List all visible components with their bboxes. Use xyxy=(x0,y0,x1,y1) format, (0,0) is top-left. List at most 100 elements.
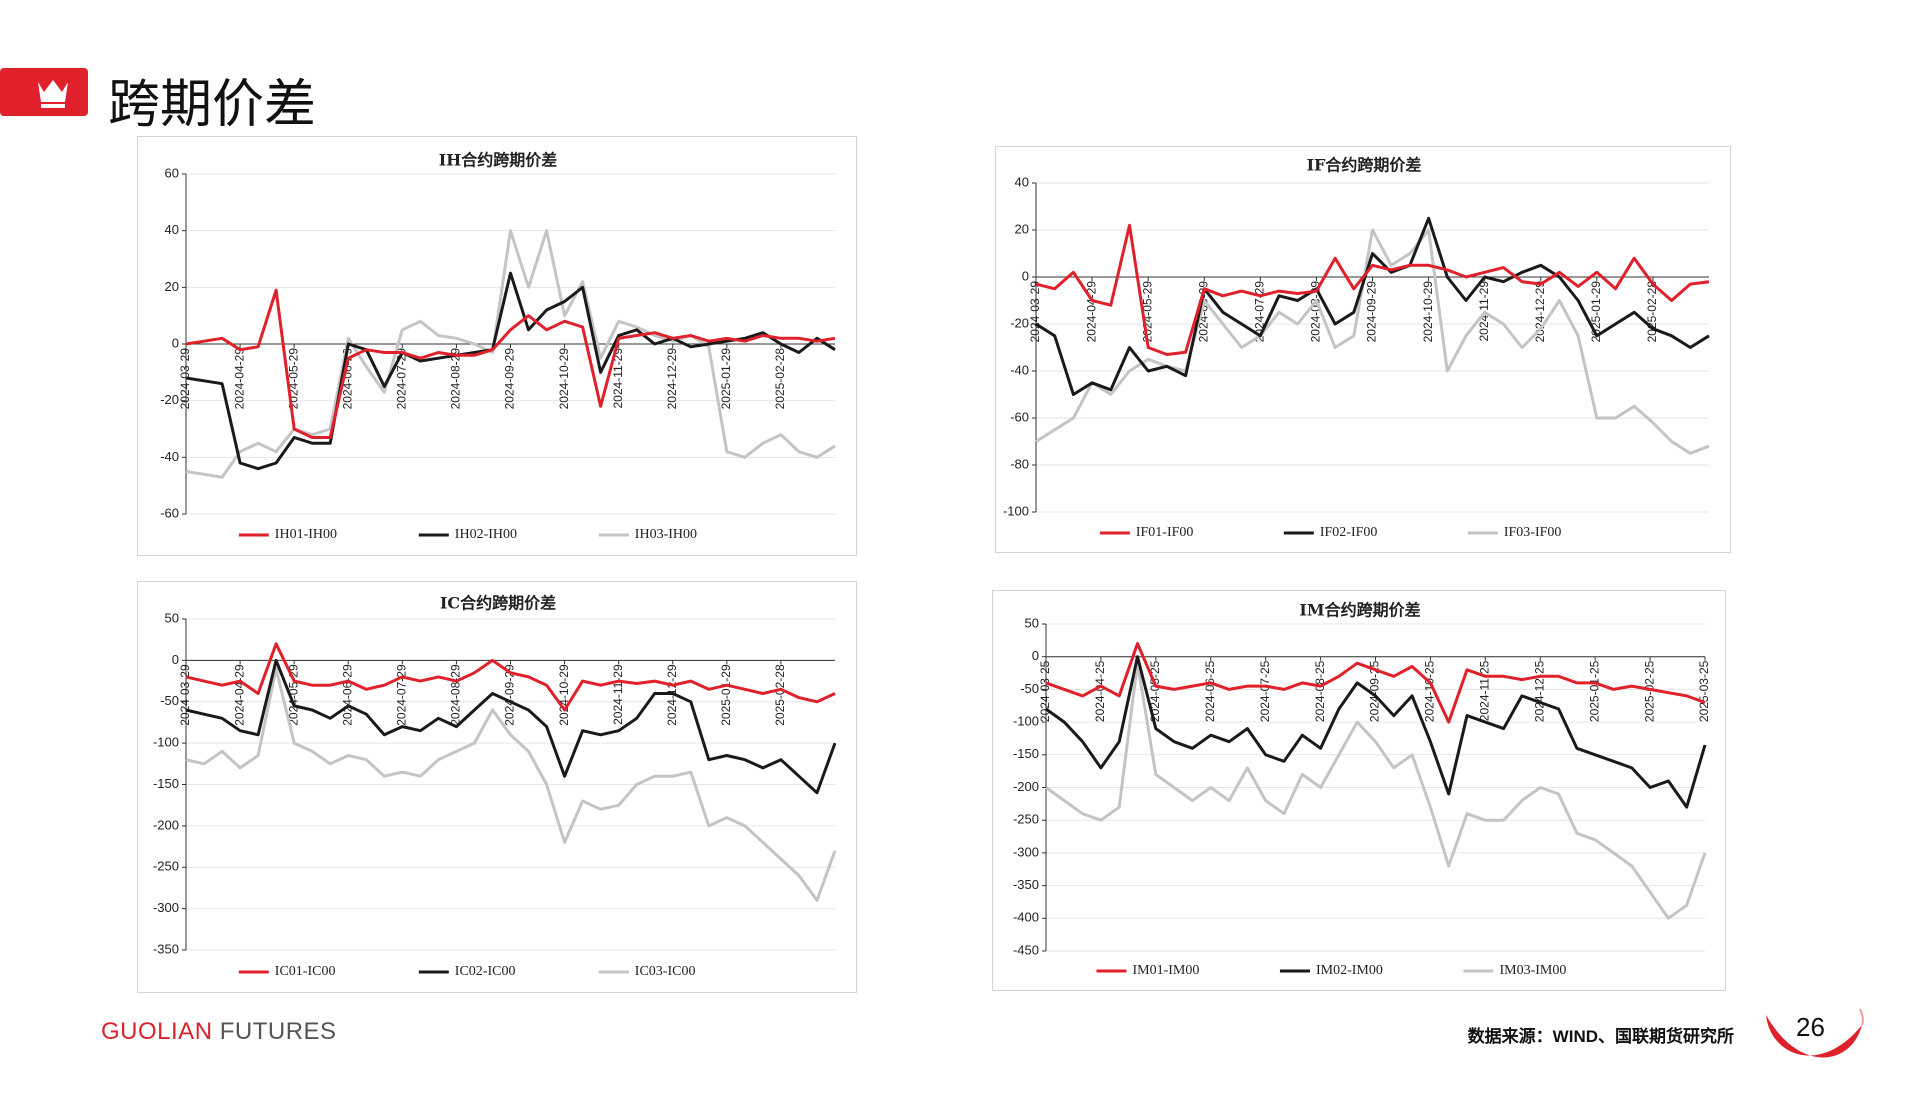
y-tick-label: -300 xyxy=(1013,844,1039,859)
legend-label: IH01-IH00 xyxy=(275,527,337,542)
legend-label: IM01-IM00 xyxy=(1132,963,1199,978)
series-line xyxy=(1035,228,1710,455)
x-tick-label: 2024-08-25 xyxy=(1313,660,1327,722)
x-tick-label: 2024-03-29 xyxy=(1028,281,1042,343)
y-tick-label: -20 xyxy=(160,392,179,407)
data-source: 数据来源：WIND、国联期货研究所 xyxy=(1467,1027,1734,1046)
series-line xyxy=(185,271,836,471)
x-tick-label: 2024-09-29 xyxy=(1365,281,1379,343)
chart-title: IM合约跨期价差 xyxy=(1299,601,1420,620)
x-tick-label: 2025-02-28 xyxy=(773,348,787,410)
x-tick-label: 2024-12-29 xyxy=(665,348,679,410)
y-tick-label: -50 xyxy=(160,693,179,708)
y-tick-label: 0 xyxy=(1022,268,1029,283)
series-line xyxy=(1045,642,1706,724)
y-tick-label: 20 xyxy=(1015,221,1029,236)
x-tick-label: 2024-05-29 xyxy=(286,664,300,726)
x-tick-label: 2024-09-29 xyxy=(503,664,517,726)
x-tick-label: 2025-02-28 xyxy=(773,664,787,726)
legend-label: IH03-IH00 xyxy=(635,527,697,542)
y-tick-label: -40 xyxy=(1010,362,1029,377)
x-tick-label: 2024-11-29 xyxy=(611,348,625,409)
legend-label: IF03-IF00 xyxy=(1504,525,1562,540)
header-tab xyxy=(0,68,88,116)
legend-label: IC03-IC00 xyxy=(635,964,696,979)
chart-ic: IC合约跨期价差 -350 -300 -250 -200 -150 -100 -50 0 50 20… xyxy=(137,581,857,993)
y-tick-label: -80 xyxy=(1010,456,1029,471)
x-tick-label: 2024-06-29 xyxy=(1196,281,1210,343)
legend-label: IM03-IM00 xyxy=(1499,963,1566,978)
y-tick-label: -100 xyxy=(1003,503,1029,518)
x-tick-label: 2024-07-25 xyxy=(1258,660,1272,722)
y-tick-label: -60 xyxy=(160,505,179,520)
page-number: 26 xyxy=(1796,1012,1825,1042)
series-line xyxy=(1045,655,1707,809)
y-tick-label: -250 xyxy=(1013,812,1039,827)
y-tick-label: 40 xyxy=(1015,174,1029,189)
series-line xyxy=(185,667,837,902)
x-tick-label: 2024-11-25 xyxy=(1478,660,1492,721)
legend-label: IF02-IF00 xyxy=(1320,525,1378,540)
y-tick-label: -20 xyxy=(1010,315,1029,330)
chart-ih: IH合约跨期价差 -60 -40 -20 0 20 40 60 2024-03-29 2024-0… xyxy=(137,136,857,556)
y-tick-label: 50 xyxy=(1025,615,1039,630)
y-tick-label: 60 xyxy=(165,165,179,180)
x-tick-label: 2025-03-25 xyxy=(1697,660,1711,722)
chart-title: IH合约跨期价差 xyxy=(439,151,558,170)
series-line xyxy=(1035,223,1710,356)
y-tick-label: -50 xyxy=(1020,681,1039,696)
x-tick-label: 2024-10-29 xyxy=(1421,281,1435,343)
brand-suffix: FUTURES xyxy=(219,1018,337,1045)
x-tick-label: 2024-06-29 xyxy=(340,664,354,726)
y-tick-label: 20 xyxy=(165,279,179,294)
y-tick-label: 0 xyxy=(172,652,179,667)
series-line xyxy=(185,288,836,439)
series-line xyxy=(185,642,836,712)
legend-label: IH02-IH00 xyxy=(455,527,517,542)
page-badge xyxy=(1766,1008,1864,1058)
x-tick-label: 2024-09-25 xyxy=(1368,660,1382,722)
x-tick-label: 2024-10-29 xyxy=(557,664,571,726)
chart-if: IF合约跨期价差 -100 -80 -60 -40 -20 0 20 40 2024-03-29 2… xyxy=(995,146,1731,553)
y-tick-label: -60 xyxy=(1010,409,1029,424)
x-tick-label: 2024-09-29 xyxy=(503,348,517,410)
legend-label: IF01-IF00 xyxy=(1136,525,1194,540)
legend-label: IC02-IC00 xyxy=(455,964,516,979)
x-tick-label: 2024-03-29 xyxy=(178,664,192,726)
x-tick-label: 2024-04-29 xyxy=(232,348,246,410)
y-tick-label: -150 xyxy=(153,776,179,791)
y-tick-label: -100 xyxy=(153,735,179,750)
x-tick-label: 2024-04-25 xyxy=(1093,660,1107,722)
x-tick-label: 2024-07-29 xyxy=(395,664,409,726)
y-tick-label: -200 xyxy=(153,817,179,832)
y-tick-label: -100 xyxy=(1013,714,1039,729)
y-tick-label: -40 xyxy=(160,449,179,464)
x-tick-label: 2024-06-25 xyxy=(1203,660,1217,722)
brand: GUOLIAN FUTURES xyxy=(101,1018,337,1046)
x-tick-label: 2025-01-25 xyxy=(1587,660,1601,722)
series-line xyxy=(1035,216,1710,396)
y-tick-label: -450 xyxy=(1013,942,1039,957)
y-tick-label: -300 xyxy=(153,900,179,915)
y-tick-label: 50 xyxy=(165,610,179,625)
x-tick-label: 2024-11-29 xyxy=(611,664,625,725)
chart-title: IC合约跨期价差 xyxy=(440,594,556,613)
y-tick-label: 40 xyxy=(165,222,179,237)
x-tick-label: 2024-03-25 xyxy=(1038,660,1052,722)
x-tick-label: 2025-01-29 xyxy=(719,664,733,726)
series-line xyxy=(1045,661,1707,920)
y-tick-label: -400 xyxy=(1013,910,1039,925)
x-tick-label: 2024-10-25 xyxy=(1423,660,1437,722)
x-tick-label: 2025-02-25 xyxy=(1642,660,1656,722)
x-tick-label: 2024-04-29 xyxy=(232,664,246,726)
chart-title: IF合约跨期价差 xyxy=(1307,156,1422,175)
y-tick-label: -350 xyxy=(153,941,179,956)
y-tick-label: -250 xyxy=(153,859,179,874)
x-tick-label: 2024-10-29 xyxy=(557,348,571,410)
brand-name: GUOLIAN xyxy=(101,1018,213,1045)
y-tick-label: -350 xyxy=(1013,877,1039,892)
y-tick-label: -150 xyxy=(1013,746,1039,761)
page-title: 跨期价差 xyxy=(108,76,317,134)
x-tick-label: 2024-12-25 xyxy=(1532,660,1546,722)
